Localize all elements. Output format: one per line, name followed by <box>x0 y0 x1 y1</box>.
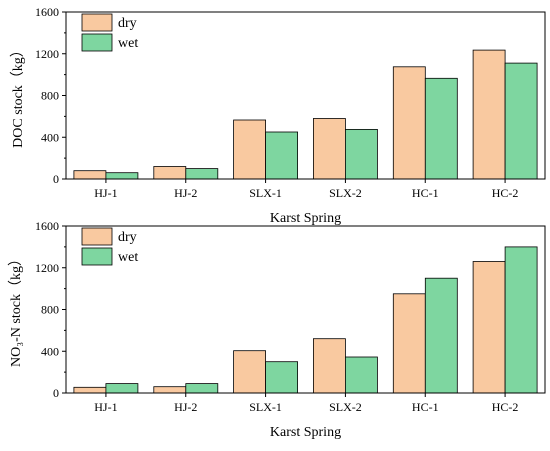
panel2-xtick-label: HC-2 <box>492 400 519 414</box>
panel1-legend-swatch-dry <box>81 13 113 32</box>
panel1-ytick-label: 1200 <box>35 47 59 61</box>
panel2-bar-wet-HC-2 <box>504 246 538 394</box>
panel2-bar-dry-HC-1 <box>392 293 426 394</box>
panel2-legend-swatch-dry <box>81 227 113 246</box>
panel1-bar-dry-HC-1 <box>392 66 426 180</box>
panel2-bar-dry-SLX-1 <box>233 350 267 394</box>
panel2-bar-dry-HJ-2 <box>153 386 187 394</box>
panel1-ytick-label: 0 <box>53 172 59 186</box>
panel1-bar-wet-HJ-1 <box>105 172 139 180</box>
panel2-legend-label-wet: wet <box>118 250 138 265</box>
panel2-ytick-label: 1600 <box>35 219 59 233</box>
panel2-xtick-label: HC-1 <box>412 400 439 414</box>
panel2-xtick-label: HJ-1 <box>94 400 117 414</box>
panel2-bar-wet-HC-1 <box>424 277 458 394</box>
panel1-bar-dry-SLX-1 <box>233 119 267 180</box>
panel1-bar-wet-SLX-2 <box>344 128 378 180</box>
panel2-bar-wet-HJ-1 <box>105 383 139 394</box>
panel1-bar-dry-HJ-2 <box>153 166 187 180</box>
panel1-ytick-label: 1600 <box>35 5 59 19</box>
panel1-legend-label-wet: wet <box>118 36 138 51</box>
panel1-ytick-label: 800 <box>41 89 59 103</box>
panel2-ytick-label: 0 <box>53 386 59 400</box>
panel1-xtick-label: HJ-2 <box>174 186 197 200</box>
panel1-xtick-label: SLX-2 <box>329 186 362 200</box>
panel1-legend-swatch-wet <box>81 33 113 52</box>
panel2-x-axis-label: Karst Spring <box>270 425 341 440</box>
panel1-bar-wet-HC-2 <box>504 62 538 180</box>
panel2-xtick-label: HJ-2 <box>174 400 197 414</box>
panel2-bar-dry-SLX-2 <box>312 338 346 394</box>
panel2-ytick-label: 400 <box>41 344 59 358</box>
panel2-xtick-label: SLX-2 <box>329 400 362 414</box>
panel2-ytick-label: 1200 <box>35 261 59 275</box>
panel1-bar-wet-SLX-1 <box>265 131 299 180</box>
panel1-bar-dry-SLX-2 <box>312 118 346 180</box>
panel1-y-axis-label: DOC stock（kg） <box>10 43 26 148</box>
panel1-xtick-label: HC-2 <box>492 186 519 200</box>
panel2-bar-wet-SLX-1 <box>265 361 299 394</box>
panel2-ytick-label: 800 <box>41 303 59 317</box>
panel2-legend-swatch-wet <box>81 247 113 266</box>
panel2-bar-wet-SLX-2 <box>344 356 378 394</box>
panel1-bar-dry-HJ-1 <box>73 170 107 180</box>
panel2-xtick-label: SLX-1 <box>249 400 282 414</box>
panel2-bar-dry-HJ-1 <box>73 386 107 394</box>
panel1-legend-label-dry: dry <box>118 16 137 31</box>
panel1-bar-dry-HC-2 <box>472 49 506 180</box>
panel2-y-axis-label: NO₃-N stock（kg） <box>8 252 24 367</box>
panel1-bar-wet-HC-1 <box>424 77 458 180</box>
panel1-bar-wet-HJ-2 <box>185 168 219 180</box>
panel1-xtick-label: SLX-1 <box>249 186 282 200</box>
panel2-legend-label-dry: dry <box>118 230 137 245</box>
panel2-bar-dry-HC-2 <box>472 261 506 394</box>
panel1-xtick-label: HJ-1 <box>94 186 117 200</box>
panel1-xtick-label: HC-1 <box>412 186 439 200</box>
panel1-x-axis-label: Karst Spring <box>270 211 341 226</box>
panel1-ytick-label: 400 <box>41 130 59 144</box>
panel2-bar-wet-HJ-2 <box>185 383 219 394</box>
